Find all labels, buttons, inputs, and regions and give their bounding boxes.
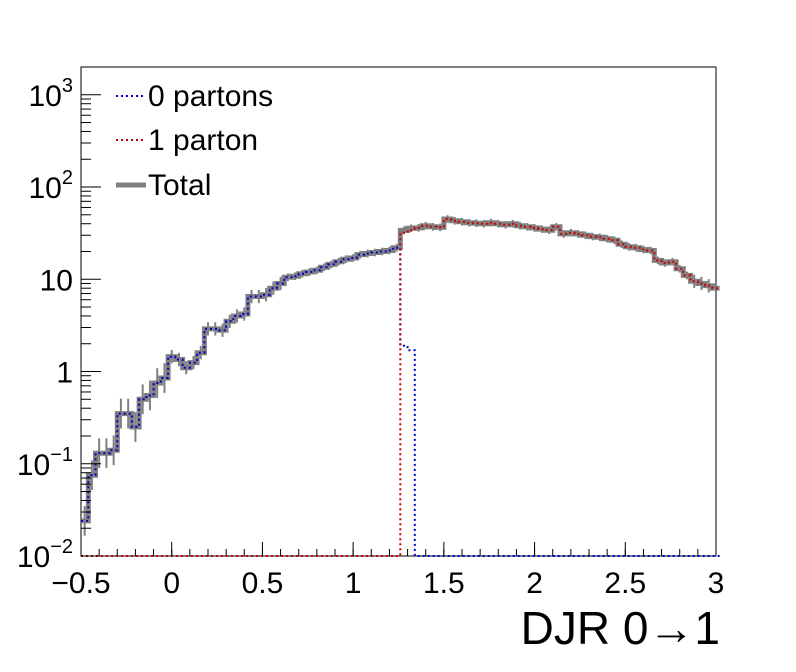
x-axis-title: DJR 0→1 xyxy=(521,602,720,654)
x-axis: −0.5 0 0.5 1 1.5 2 2.5 3 xyxy=(51,542,724,600)
legend: 0 partons 1 parton Total xyxy=(116,80,273,202)
y-tick-label: 102 xyxy=(29,167,74,205)
x-tick-label: 3 xyxy=(708,567,725,600)
y-tick-label: 10−2 xyxy=(17,536,73,574)
series-line-0-partons xyxy=(81,246,720,557)
legend-label: 0 partons xyxy=(148,80,273,113)
y-tick-label: 103 xyxy=(29,75,74,113)
y-tick-label: 10−1 xyxy=(17,444,73,482)
y-tick-label: 1 xyxy=(56,357,73,390)
x-tick-label: 2.5 xyxy=(604,567,646,600)
x-tick-label: 2 xyxy=(526,567,543,600)
y-axis: 10−2 10−1 1 10 102 103 xyxy=(17,66,101,574)
x-tick-label: 0 xyxy=(163,567,180,600)
plot-area xyxy=(80,66,720,557)
legend-label: Total xyxy=(148,169,211,202)
y-tick-label: 10 xyxy=(40,264,73,297)
plot-frame xyxy=(80,66,717,557)
series-line-1-parton xyxy=(81,218,720,557)
legend-label: 1 parton xyxy=(148,124,258,157)
x-tick-label: 1.5 xyxy=(423,567,465,600)
x-tick-label: 0.5 xyxy=(242,567,284,600)
x-tick-label: 1 xyxy=(345,567,362,600)
x-tick-label: −0.5 xyxy=(51,567,110,600)
